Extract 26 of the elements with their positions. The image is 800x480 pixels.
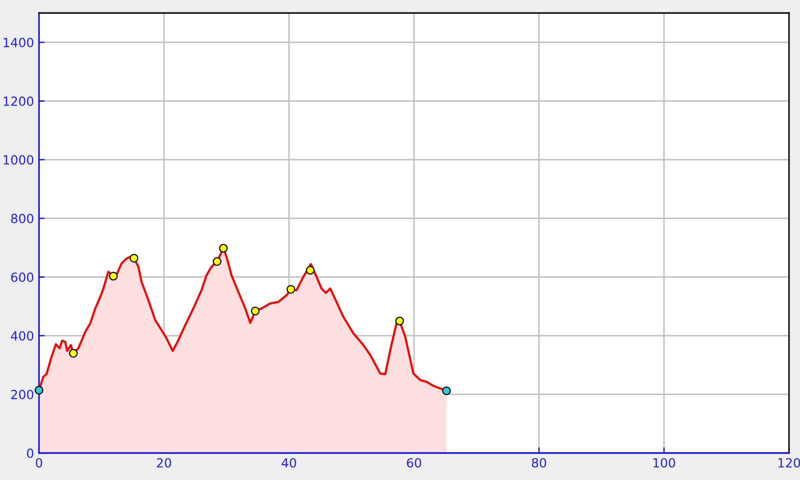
y-tick-label: 800 [11, 214, 34, 224]
x-tick-label: 60 [406, 458, 422, 468]
x-tick-label: 20 [156, 458, 172, 468]
y-tick-label: 1000 [4, 155, 34, 165]
y-tick-label: 0 [27, 448, 34, 458]
point [130, 254, 138, 263]
x-tick-label: 80 [532, 458, 546, 468]
point [306, 266, 315, 275]
y-tick-label: 200 [11, 390, 34, 400]
point [219, 244, 228, 253]
x-tick-label: 40 [282, 458, 296, 468]
x-tick-label: 120 [778, 458, 800, 468]
point [69, 348, 78, 358]
y-tick-label: 1200 [4, 96, 34, 106]
point [109, 272, 118, 280]
point [395, 316, 404, 326]
point [286, 284, 296, 294]
y-tick-label: 600 [11, 272, 34, 282]
point [34, 386, 44, 395]
point [442, 386, 451, 396]
x-tick-label: 100 [653, 458, 676, 468]
point [250, 306, 260, 316]
x-tick-label: 0 [36, 458, 42, 468]
point [212, 257, 222, 266]
y-tick-label: 400 [10, 331, 34, 341]
y-tick-label: 1400 [4, 38, 34, 48]
